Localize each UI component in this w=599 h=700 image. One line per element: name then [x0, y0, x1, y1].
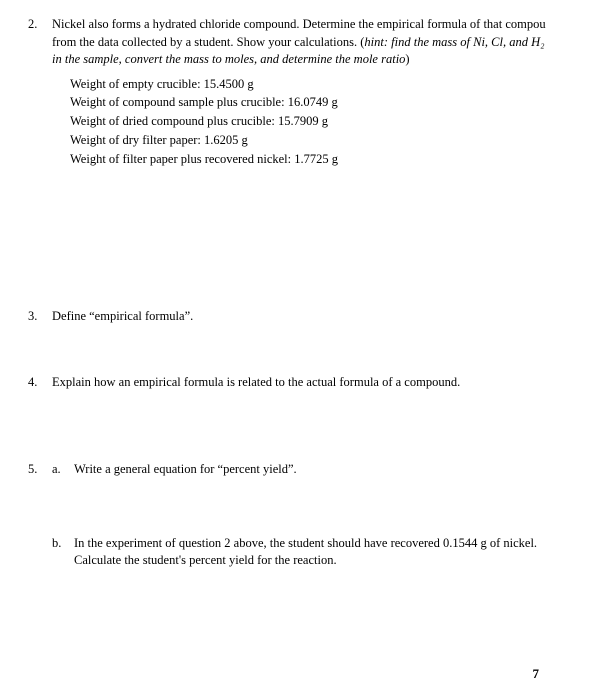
question-4: 4. Explain how an empirical formula is r… [28, 374, 571, 392]
question-2: 2. Nickel also forms a hydrated chloride… [28, 16, 571, 69]
q2-data-block: Weight of empty crucible: 15.4500 g Weig… [70, 75, 571, 169]
sub-label: a. [52, 461, 74, 479]
question-number: 4. [28, 374, 52, 392]
question-number-spacer [28, 535, 52, 570]
data-empty-crucible: Weight of empty crucible: 15.4500 g [70, 75, 571, 94]
question-5b-sub: b. In the experiment of question 2 above… [52, 535, 571, 570]
workspace-gap [28, 326, 571, 374]
data-dried-crucible: Weight of dried compound plus crucible: … [70, 112, 571, 131]
question-5b: b. In the experiment of question 2 above… [28, 535, 571, 570]
data-compound-crucible: Weight of compound sample plus crucible:… [70, 93, 571, 112]
workspace-gap [28, 168, 571, 308]
q2-line1: Nickel also forms a hydrated chloride co… [52, 17, 546, 31]
question-number: 2. [28, 16, 52, 69]
data-filter-nickel: Weight of filter paper plus recovered ni… [70, 150, 571, 169]
q5b-line1: In the experiment of question 2 above, t… [74, 536, 537, 550]
question-5: 5. a. Write a general equation for “perc… [28, 461, 571, 479]
data-dry-filter: Weight of dry filter paper: 1.6205 g [70, 131, 571, 150]
worksheet-page: 2. Nickel also forms a hydrated chloride… [0, 0, 599, 570]
question-body: b. In the experiment of question 2 above… [52, 535, 571, 570]
q5b-text: In the experiment of question 2 above, t… [74, 535, 537, 570]
question-body: a. Write a general equation for “percent… [52, 461, 571, 479]
question-body: Explain how an empirical formula is rela… [52, 374, 571, 392]
question-3: 3. Define “empirical formula”. [28, 308, 571, 326]
question-5a: a. Write a general equation for “percent… [52, 461, 571, 479]
question-body: Nickel also forms a hydrated chloride co… [52, 16, 571, 69]
q2-hint-a: hint: find the mass of Ni, Cl, and H₂ [364, 35, 544, 49]
workspace-gap [28, 391, 571, 461]
q5b-line2: Calculate the student's percent yield fo… [74, 553, 337, 567]
question-number: 5. [28, 461, 52, 479]
page-number: 7 [533, 666, 540, 682]
sub-label: b. [52, 535, 74, 570]
q2-line2a: from the data collected by a student. Sh… [52, 35, 364, 49]
q2-close-paren: ) [405, 52, 409, 66]
question-body: Define “empirical formula”. [52, 308, 571, 326]
question-number: 3. [28, 308, 52, 326]
q5a-text: Write a general equation for “percent yi… [74, 461, 297, 479]
workspace-gap [28, 479, 571, 535]
q2-hint-b: in the sample, convert the mass to moles… [52, 52, 405, 66]
